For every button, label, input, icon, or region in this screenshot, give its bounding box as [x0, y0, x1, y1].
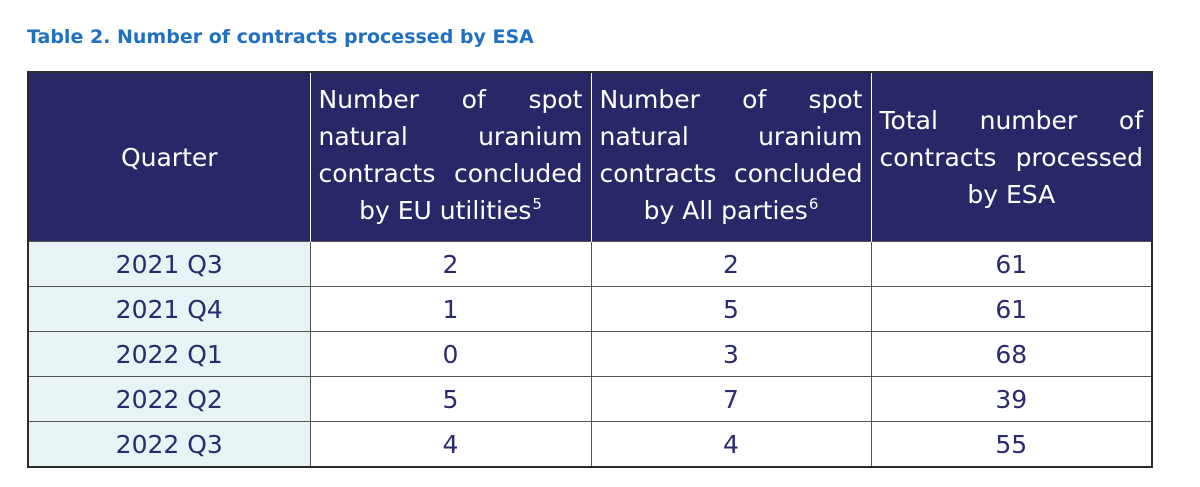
cell-all-parties: 2 — [590, 241, 871, 287]
table-caption: Table 2. Number of contracts processed b… — [27, 26, 534, 48]
table-row: 2022 Q1 0 3 68 — [28, 331, 1152, 377]
cell-quarter: 2021 Q4 — [28, 286, 310, 332]
cell-all-parties: 3 — [590, 331, 871, 377]
header-all-parties-label: Number of spot natural uranium contracts… — [599, 85, 863, 225]
cell-quarter: 2022 Q2 — [28, 376, 310, 422]
cell-total: 55 — [870, 421, 1152, 467]
contracts-table: Quarter Number of spot natural uranium c… — [27, 71, 1153, 468]
cell-all-parties: 7 — [590, 376, 871, 422]
footnote-marker: 6 — [808, 195, 819, 213]
cell-total: 61 — [870, 241, 1152, 287]
table-row: 2021 Q4 1 5 61 — [28, 286, 1152, 332]
table-body: 2021 Q3 2 2 61 2021 Q4 1 5 61 2022 Q1 0 … — [28, 241, 1152, 467]
header-eu-utilities-label: Number of spot natural uranium contracts… — [318, 85, 583, 225]
table-row: 2021 Q3 2 2 61 — [28, 241, 1152, 287]
cell-total: 61 — [870, 286, 1152, 332]
cell-eu-utilities: 5 — [309, 376, 591, 422]
cell-quarter: 2021 Q3 — [28, 241, 310, 287]
table-header: Quarter Number of spot natural uranium c… — [28, 72, 1152, 242]
cell-eu-utilities: 2 — [309, 241, 591, 287]
cell-quarter: 2022 Q3 — [28, 421, 310, 467]
cell-all-parties: 4 — [590, 421, 871, 467]
cell-total: 39 — [870, 376, 1152, 422]
table-row: 2022 Q3 4 4 55 — [28, 421, 1152, 467]
cell-total: 68 — [870, 331, 1152, 377]
table-row: 2022 Q2 5 7 39 — [28, 376, 1152, 422]
header-eu-utilities: Number of spot natural uranium contracts… — [309, 72, 591, 242]
cell-eu-utilities: 1 — [309, 286, 591, 332]
header-total: Total number of contracts processed by E… — [870, 72, 1152, 242]
cell-all-parties: 5 — [590, 286, 871, 332]
footnote-marker: 5 — [532, 195, 542, 213]
cell-eu-utilities: 4 — [309, 421, 591, 467]
header-all-parties: Number of spot natural uranium contracts… — [590, 72, 871, 242]
cell-quarter: 2022 Q1 — [28, 331, 310, 377]
header-row: Quarter Number of spot natural uranium c… — [28, 72, 1152, 242]
cell-eu-utilities: 0 — [309, 331, 591, 377]
header-quarter: Quarter — [28, 72, 310, 242]
